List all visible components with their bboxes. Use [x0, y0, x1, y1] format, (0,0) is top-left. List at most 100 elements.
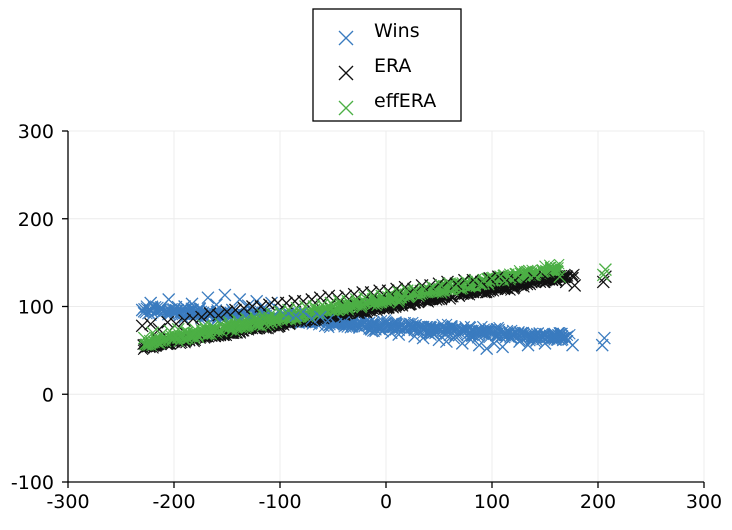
data-point: [383, 287, 397, 301]
data-point: [409, 284, 423, 298]
data-point: [364, 286, 378, 299]
data-point: [250, 294, 264, 308]
data-point: [432, 333, 446, 347]
data-point: [376, 324, 390, 338]
data-point: [598, 263, 612, 277]
data-point: [233, 293, 247, 306]
data-point: [360, 317, 374, 331]
data-point: [381, 284, 395, 298]
series-point: [191, 308, 203, 320]
data-point: [135, 303, 149, 317]
data-point: [241, 299, 255, 313]
data-point: [279, 296, 293, 310]
legend-label: Wins: [374, 20, 420, 42]
data-point: [195, 310, 209, 324]
data-point: [375, 289, 389, 303]
axes: [62, 130, 705, 488]
tick-labels: -300 -200 -100 0 100 200 300 -100 0 100 200 300: [11, 121, 722, 513]
data-point: [345, 319, 359, 333]
series-effera: [137, 263, 612, 345]
data-point: [538, 336, 552, 350]
data-point: [203, 307, 217, 320]
data-point: [231, 314, 245, 327]
data-point: [408, 329, 422, 343]
series-point: [145, 338, 157, 349]
data-point: [349, 293, 363, 306]
series-point: [503, 326, 514, 337]
data-point: [353, 321, 366, 335]
data-point: [477, 273, 490, 287]
series-era: [135, 270, 612, 336]
series-point: [474, 328, 486, 339]
data-point: [169, 304, 183, 318]
data-point: [337, 315, 351, 329]
data-point: [163, 324, 177, 338]
data-point: [282, 307, 295, 320]
data-point: [162, 293, 176, 306]
y-tick-label: 0: [42, 384, 54, 406]
data-point: [416, 331, 430, 345]
data-point: [324, 296, 338, 310]
series-point: [464, 282, 476, 293]
data-point: [449, 277, 463, 291]
data-point: [439, 335, 453, 349]
x-tick-label: 0: [380, 491, 392, 513]
data-point: [424, 328, 437, 342]
series-point: [460, 324, 472, 335]
data-point: [192, 301, 206, 315]
data-point: [209, 298, 223, 312]
series-point: [502, 324, 514, 336]
data-point: [384, 326, 398, 340]
data-point: [544, 263, 558, 277]
data-point: [197, 319, 211, 333]
x-tick-label: 200: [580, 491, 616, 513]
x-tick-label: -300: [46, 491, 89, 513]
data-point: [330, 291, 344, 305]
grid: [68, 130, 705, 482]
data-point: [220, 305, 234, 319]
data-point: [313, 310, 327, 324]
data-point: [315, 298, 329, 312]
data-point: [596, 275, 610, 289]
data-point: [447, 331, 461, 345]
y-tick-label: 100: [18, 297, 54, 319]
data-point: [504, 331, 518, 345]
series-point: [517, 269, 528, 281]
series-point: [139, 304, 151, 316]
series-point: [151, 335, 163, 347]
series-point: [252, 316, 264, 328]
data-point: [595, 338, 609, 352]
data-point: [186, 312, 200, 326]
series-point: [160, 336, 172, 348]
data-point: [225, 303, 239, 317]
series-point: [428, 324, 440, 336]
x-tick-label: 100: [474, 491, 510, 513]
data-point: [262, 298, 276, 312]
data-point: [161, 315, 175, 329]
data-point: [178, 300, 192, 313]
series-point: [473, 324, 485, 336]
series-point: [447, 323, 459, 335]
series-point: [447, 321, 458, 332]
data-point: [521, 338, 535, 352]
data-point: [152, 322, 166, 336]
x-tick-label: 300: [686, 491, 722, 513]
series-point: [441, 284, 453, 296]
series-point: [484, 324, 496, 336]
data-point: [398, 280, 412, 294]
data-point: [510, 268, 524, 282]
data-point: [239, 312, 253, 326]
data-point: [178, 314, 192, 327]
data-point: [392, 286, 406, 299]
series-point: [329, 304, 341, 316]
data-point: [154, 328, 168, 342]
series-point: [436, 318, 448, 330]
data-point: [205, 321, 219, 335]
series-point: [556, 333, 568, 344]
x-tick-label: -200: [152, 491, 195, 513]
data-point: [135, 319, 149, 333]
data-point: [144, 296, 158, 310]
series-point: [404, 317, 416, 329]
data-point: [282, 303, 295, 317]
